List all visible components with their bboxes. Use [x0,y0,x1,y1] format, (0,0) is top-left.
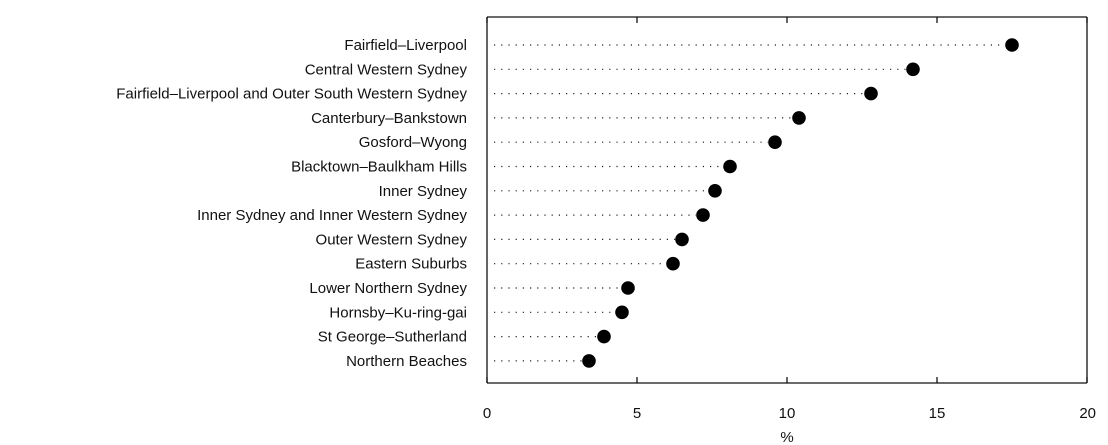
category-label: Gosford–Wyong [359,134,467,151]
data-point [615,305,629,320]
category-label: St George–Sutherland [318,329,467,346]
x-axis-title: % [780,429,793,445]
category-label: Fairfield–Liverpool and Outer South West… [116,86,467,103]
data-point [621,281,635,295]
data-point [906,62,920,77]
category-label: Inner Sydney and Inner Western Sydney [197,207,467,224]
category-label: Canterbury–Bankstown [311,110,467,127]
data-point [582,354,596,368]
category-label: Blacktown–Baulkham Hills [291,159,467,176]
data-points [582,38,1019,368]
x-tick-label: 20 [1079,405,1096,422]
x-axis-ticks: 0 5 10 15 20 [483,17,1096,422]
data-point [708,184,722,198]
data-point [675,232,689,247]
category-label: Hornsby–Ku-ring-gai [329,304,467,321]
data-point [723,159,737,174]
category-label: Outer Western Sydney [316,231,468,248]
x-tick-label: 5 [633,405,641,422]
plot-frame [486,16,1088,384]
category-label: Inner Sydney [379,183,468,200]
category-label: Central Western Sydney [305,61,468,78]
data-point [792,111,806,125]
leader-lines [494,44,1005,362]
data-point [768,135,782,149]
data-point [666,256,680,271]
data-point [597,329,611,344]
x-tick-label: 10 [779,405,796,422]
data-point [696,208,710,222]
category-labels: Fairfield–Liverpool Central Western Sydne… [116,37,467,370]
data-point [864,86,878,101]
category-label: Northern Beaches [346,353,467,370]
category-label: Eastern Suburbs [355,256,467,273]
category-label: Fairfield–Liverpool [344,37,467,54]
category-label: Lower Northern Sydney [309,280,467,297]
x-tick-label: 0 [483,405,491,422]
data-point [1005,38,1019,52]
x-tick-label: 15 [929,405,946,422]
